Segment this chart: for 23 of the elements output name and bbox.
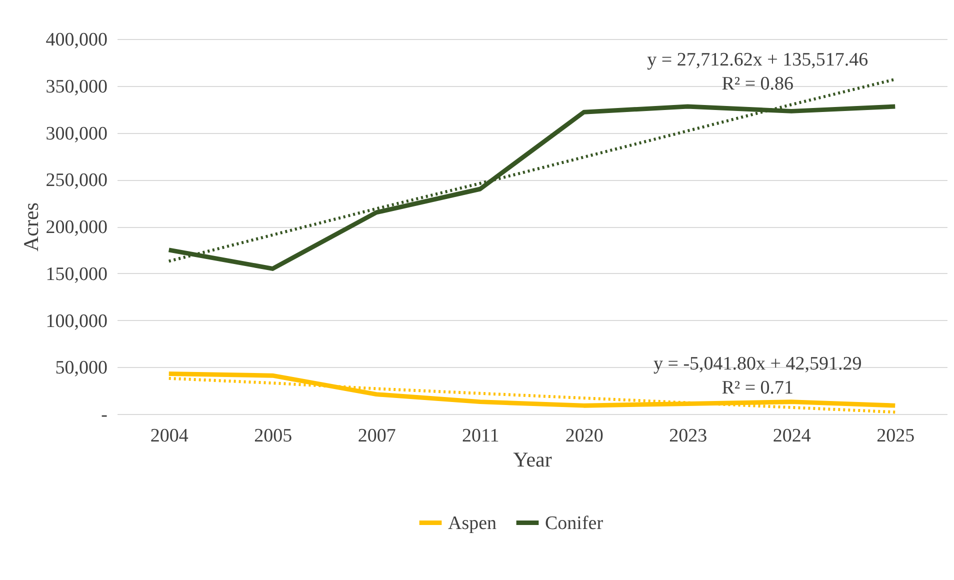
y-axis-title: Acres (18, 202, 43, 252)
x-tick-label: 2023 (669, 426, 708, 446)
x-tick-label: 2005 (254, 426, 292, 446)
y-tick-label: 350,000 (46, 76, 108, 98)
legend-label: Conifer (545, 512, 604, 534)
y-tick-label: 50,000 (55, 358, 108, 379)
x-tick-label: 2025 (876, 426, 915, 446)
x-tick-label: 2004 (150, 426, 189, 446)
y-tick-label: 300,000 (46, 123, 108, 144)
x-tick-label: 2007 (358, 426, 396, 446)
y-tick-label: 250,000 (46, 170, 108, 192)
y-tick-label: - (101, 404, 108, 426)
annotation: y = -5,041.80x + 42,591.29 R² = 0.71 (653, 353, 862, 398)
x-axis-title: Year (513, 448, 552, 472)
x-tick-label: 2020 (565, 426, 604, 446)
legend-label: Aspen (448, 512, 498, 534)
annotation: y = 27,712.62x + 135,517.46 R² = 0.86 (647, 49, 868, 94)
x-tick-label: 2024 (772, 426, 812, 446)
y-tick-label: 400,000 (46, 30, 108, 50)
x-tick-label: 2011 (462, 426, 500, 446)
y-tick-label: 200,000 (46, 217, 108, 238)
y-tick-label: 100,000 (46, 310, 108, 332)
y-tick-label: 150,000 (46, 264, 108, 285)
